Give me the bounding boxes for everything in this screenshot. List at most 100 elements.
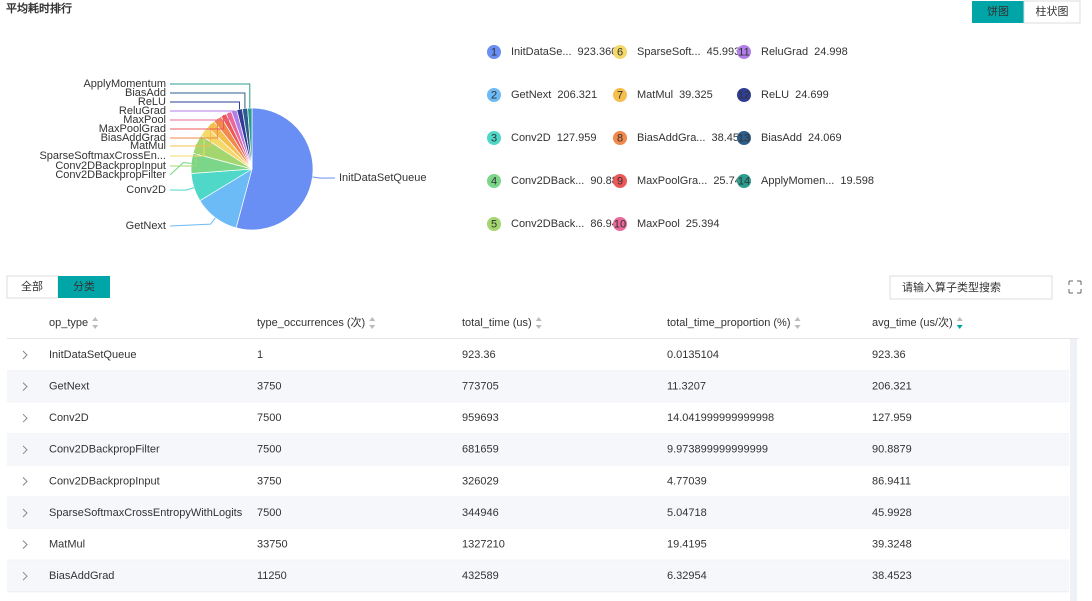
leader-line	[170, 118, 218, 139]
tab[interactable]	[58, 276, 110, 298]
view-button[interactable]	[972, 1, 1024, 23]
legend-marker	[737, 45, 751, 59]
expand-arrow[interactable]	[22, 571, 28, 581]
pie-label: InitDataSetQueue	[339, 172, 426, 184]
legend-value: 38.452	[711, 132, 745, 144]
sort-icon[interactable]	[92, 325, 99, 329]
column-header[interactable]: op_type	[49, 317, 88, 329]
legend-number: 7	[617, 89, 623, 101]
column-header[interactable]: total_time (us)	[462, 317, 532, 329]
expand-arrow[interactable]	[22, 350, 28, 360]
pie-label: MaxPool	[123, 114, 166, 126]
sort-icon[interactable]	[535, 325, 542, 329]
legend-label: MaxPool	[637, 218, 680, 230]
legend-number: 9	[617, 175, 623, 187]
table-row	[7, 370, 1069, 403]
pie-label: ApplyMomentum	[83, 78, 166, 90]
table-cell: BiasAddGrad	[49, 570, 114, 582]
expand-arrow[interactable]	[22, 508, 28, 518]
legend-label: GetNext	[511, 89, 551, 101]
legend-marker	[487, 88, 501, 102]
column-header[interactable]: avg_time (us/次)	[872, 315, 953, 329]
legend-label: InitDataSe...	[511, 46, 572, 58]
legend-label: ReLU	[761, 89, 789, 101]
legend-value: 127.959	[557, 132, 597, 144]
legend-value: 24.699	[795, 89, 829, 101]
leader-line	[169, 187, 195, 191]
legend-number: 1	[491, 46, 497, 58]
legend-number: 3	[491, 132, 497, 144]
table-row	[7, 560, 1069, 592]
leader-line	[169, 162, 192, 176]
leader-line	[170, 131, 205, 157]
expand-arrow[interactable]	[22, 413, 28, 423]
table-cell: 344946	[462, 507, 499, 519]
legend-label: MatMul	[637, 89, 673, 101]
search-input[interactable]	[889, 275, 1053, 300]
legend-value: 923.360	[578, 46, 618, 58]
expand-arrow[interactable]	[22, 540, 28, 549]
table-cell: 90.8879	[872, 444, 912, 456]
view-button[interactable]	[1023, 0, 1081, 24]
sort-icon[interactable]	[535, 317, 542, 321]
table-cell: 0.0135104	[667, 349, 719, 361]
legend-value: 19.598	[840, 175, 874, 187]
leader-line	[170, 112, 230, 121]
fullscreen-icon[interactable]	[1068, 280, 1082, 294]
pie-label: ReLU	[138, 96, 166, 108]
table-row	[7, 528, 1069, 561]
pie-label: MatMul	[130, 140, 166, 152]
legend-marker	[737, 174, 751, 188]
pie-label: Conv2DBackpropFilter	[55, 169, 166, 181]
table-cell: 7500	[257, 444, 281, 456]
table-cell: 923.36	[462, 349, 496, 361]
legend-marker	[487, 174, 501, 188]
table-cell: 39.3248	[872, 539, 912, 551]
table-row	[7, 497, 1069, 529]
sort-icon[interactable]	[794, 317, 801, 321]
legend-number: 4	[491, 175, 497, 187]
sort-icon[interactable]	[369, 317, 376, 321]
table-cell: 1	[257, 349, 263, 361]
legend-number: 10	[614, 218, 626, 230]
expand-arrow[interactable]	[22, 477, 28, 486]
expand-arrow[interactable]	[22, 382, 28, 391]
table-cell: 38.4523	[872, 570, 912, 582]
table-row	[7, 433, 1069, 466]
column-header[interactable]: type_occurrences (次)	[257, 315, 365, 329]
table-cell: 773705	[462, 381, 499, 393]
pie-label: Conv2D	[126, 184, 166, 196]
table-cell: GetNext	[49, 381, 89, 393]
expand-arrow[interactable]	[22, 445, 28, 455]
legend-label: ReluGrad	[761, 46, 808, 58]
sort-icon[interactable]	[794, 325, 801, 329]
scrollbar[interactable]	[1070, 339, 1077, 601]
legend-marker	[487, 217, 501, 231]
table-cell: 7500	[257, 412, 281, 424]
column-header[interactable]: total_time_proportion (%)	[667, 317, 791, 329]
table-cell: 3750	[257, 475, 281, 487]
legend-value: 45.993	[707, 46, 741, 58]
legend-marker	[613, 131, 627, 145]
legend-marker	[613, 88, 627, 102]
legend-number: 8	[617, 132, 623, 144]
table-cell: InitDataSetQueue	[49, 349, 136, 361]
table-cell: Conv2DBackpropFilter	[49, 444, 160, 456]
legend-label: Conv2DBack...	[511, 218, 584, 230]
table-cell: 923.36	[872, 349, 906, 361]
legend-value: 39.325	[679, 89, 713, 101]
table-cell: 11250	[257, 570, 287, 582]
sort-icon[interactable]	[92, 317, 99, 321]
table-cell: 33750	[257, 539, 288, 551]
sort-icon[interactable]	[956, 325, 963, 329]
leader-line	[170, 101, 240, 110]
legend-marker	[487, 131, 501, 145]
legend-label: ApplyMomen...	[761, 175, 834, 187]
legend-marker	[737, 88, 751, 102]
legend-marker	[613, 217, 627, 231]
table-cell: 432589	[462, 570, 499, 582]
sort-icon[interactable]	[369, 325, 376, 329]
pie-label: BiasAddGrad	[101, 132, 166, 144]
sort-icon[interactable]	[956, 317, 963, 321]
